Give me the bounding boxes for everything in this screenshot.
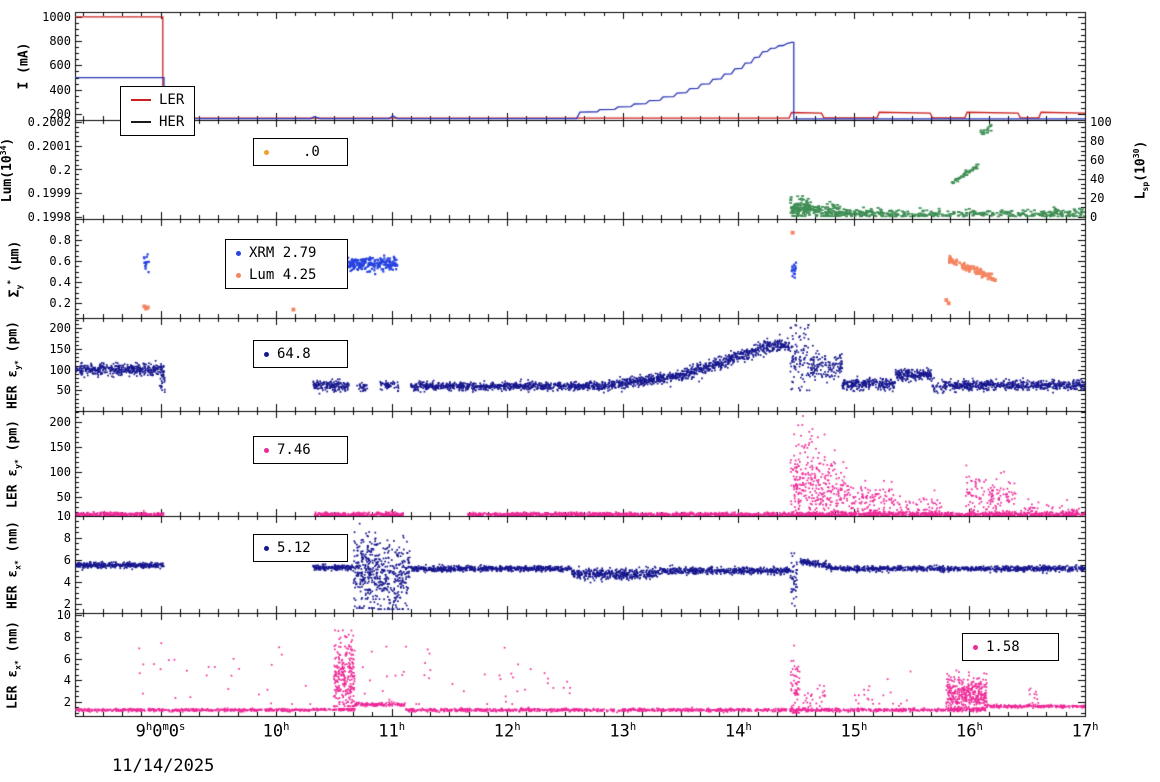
x-tick-label: 13h [609, 721, 637, 742]
beam-current-legend-entry: LER [121, 89, 194, 111]
luminosity-legend: .0 [253, 138, 348, 166]
legend-dot-marker-icon [236, 250, 241, 256]
beam-current-legend: LER HER [120, 86, 196, 136]
x-tick-label: 10h [262, 721, 290, 742]
sigma-y-star-ytick-label: 0.6 [49, 254, 71, 269]
ler-ex-ytick-label: 8 [63, 629, 71, 644]
ler-ey-ytick-label: 150 [49, 440, 71, 454]
ler-ex-legend-entry: 1.58 [963, 636, 1058, 658]
ler-ey-ytick-label: 200 [49, 415, 71, 429]
luminosity-ytick-label: 0.1999 [27, 186, 71, 201]
x-axis-date-label: 11/14/2025 [112, 756, 215, 776]
legend-line-marker-icon [131, 121, 151, 123]
legend-dot-marker-icon [264, 447, 269, 453]
luminosity-right-ytick-label: 20 [1090, 190, 1105, 205]
beam-current-ytick-label: 600 [49, 58, 71, 73]
her-ey-legend: 64.8 [253, 340, 348, 368]
legend-label: LER [159, 92, 185, 108]
luminosity-right-ytick-label: 100 [1090, 115, 1112, 130]
her-ey-legend-entry: 64.8 [254, 343, 347, 365]
x-tick-label: 12h [493, 721, 521, 742]
beam-current-ytick-label: 200 [49, 106, 71, 121]
sigma-y-star-axis-title: Σy* (μm) [6, 240, 24, 297]
ler-ex-ytick-label: 10 [56, 608, 71, 623]
sigma-y-star-ytick-label: 0.4 [49, 275, 71, 290]
beam-current-ytick-label: 800 [49, 34, 71, 49]
luminosity-ytick-label: 0.2002 [27, 115, 71, 130]
luminosity-ytick-label: 0.2 [49, 162, 71, 177]
legend-dot-marker-icon [236, 272, 241, 278]
beam-current-ytick-label: 1000 [42, 9, 71, 24]
legend-label: Lum 4.25 [249, 267, 317, 283]
her-ex-ytick-label: 4 [63, 574, 71, 589]
x-tick-label: 11h [378, 721, 406, 742]
legend-label: .0 [303, 144, 320, 160]
x-tick-label: 9h0m0s [135, 721, 186, 742]
legend-label: HER [159, 114, 185, 130]
beam-current-axis-title: I (mA) [16, 42, 32, 90]
ler-ey-ytick-label: 100 [49, 465, 71, 479]
legend-label: 1.58 [986, 639, 1020, 655]
luminosity-right-ytick-label: 0 [1090, 209, 1098, 224]
legend-label: 7.46 [277, 442, 311, 458]
legend-label: 5.12 [277, 540, 311, 556]
her-ex-ytick-label: 2 [63, 596, 71, 611]
luminosity-ytick-label: 0.1998 [27, 209, 71, 224]
legend-line-marker-icon [131, 99, 151, 101]
luminosity-right-ytick-label: 40 [1090, 171, 1105, 186]
sigma-y-star-ytick-label: 0.2 [49, 296, 71, 311]
beam-current-ytick-label: 400 [49, 82, 71, 97]
legend-dot-marker-icon [264, 149, 269, 155]
beam-current-legend-entry: HER [121, 111, 194, 133]
x-tick-label: 16h [956, 721, 983, 742]
her-ex-ytick-label: 6 [63, 552, 71, 567]
ler-ey-axis-title: LER εy* (pm) [5, 419, 23, 508]
her-ey-ytick-label: 100 [49, 362, 71, 377]
legend-dot-marker-icon [264, 545, 269, 551]
sigma-y-star-ytick-label: 0.8 [49, 233, 71, 248]
ler-ex-legend: 1.58 [962, 633, 1059, 661]
luminosity-right-ytick-label: 80 [1090, 134, 1105, 149]
luminosity-right-axis-title: Lsp(1030) [1132, 140, 1150, 199]
luminosity-legend-entry: .0 [254, 141, 347, 163]
sigma-y-star-legend: XRM 2.79 Lum 4.25 [225, 239, 348, 289]
ler-ey-ytick-label: 50 [56, 490, 71, 504]
luminosity-right-ytick-label: 60 [1090, 153, 1105, 168]
sigma-y-star-legend-entry: XRM 2.79 [226, 242, 347, 264]
x-tick-label: 17h [1071, 721, 1099, 742]
x-tick-label: 14h [724, 721, 752, 742]
her-ey-ytick-label: 200 [49, 321, 71, 336]
ler-ey-legend-entry: 7.46 [254, 439, 347, 461]
luminosity-axis-title: Lum(1034) [0, 137, 16, 202]
her-ey-ytick-label: 150 [49, 342, 71, 356]
luminosity-ytick-label: 0.2001 [27, 138, 71, 153]
her-ex-legend: 5.12 [253, 534, 348, 562]
x-tick-label: 15h [840, 721, 868, 742]
her-ex-legend-entry: 5.12 [254, 537, 347, 559]
ler-ex-ytick-label: 4 [63, 673, 71, 688]
her-ex-axis-title: HER εx* (nm) [5, 520, 23, 609]
her-ey-ytick-label: 50 [56, 383, 71, 398]
her-ex-ytick-label: 8 [63, 530, 71, 545]
legend-label: 64.8 [277, 346, 311, 362]
legend-dot-marker-icon [264, 351, 269, 357]
ler-ex-axis-title: LER εx* (nm) [5, 620, 23, 709]
sigma-y-star-legend-entry: Lum 4.25 [226, 264, 347, 286]
her-ey-axis-title: HER εy* (pm) [5, 320, 23, 409]
ler-ex-ytick-label: 2 [63, 694, 71, 709]
legend-label: XRM 2.79 [249, 245, 317, 261]
ler-ey-legend: 7.46 [253, 436, 348, 464]
legend-dot-marker-icon [973, 644, 978, 650]
ler-ex-ytick-label: 6 [63, 651, 71, 666]
her-ex-ytick-label: 10 [56, 509, 71, 523]
